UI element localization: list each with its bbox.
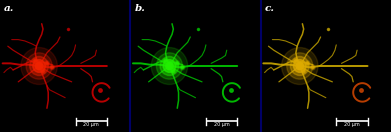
Text: b.: b. [134, 4, 145, 13]
Circle shape [180, 65, 185, 70]
Circle shape [42, 70, 44, 73]
Circle shape [33, 58, 38, 63]
Circle shape [306, 62, 309, 65]
Circle shape [151, 48, 188, 84]
Circle shape [156, 53, 183, 79]
Circle shape [282, 48, 318, 84]
Circle shape [21, 48, 57, 84]
Circle shape [30, 56, 48, 76]
Text: 20 μm: 20 μm [83, 122, 99, 127]
Circle shape [163, 60, 176, 72]
Circle shape [163, 58, 168, 63]
Circle shape [41, 69, 45, 74]
Circle shape [296, 62, 303, 70]
Circle shape [50, 65, 54, 70]
Circle shape [301, 69, 306, 74]
Circle shape [34, 59, 36, 62]
Circle shape [172, 70, 175, 73]
Text: a.: a. [4, 4, 14, 13]
Circle shape [51, 66, 54, 69]
Circle shape [312, 66, 314, 69]
Circle shape [45, 61, 49, 66]
Circle shape [305, 61, 310, 66]
Circle shape [171, 69, 176, 74]
Circle shape [160, 56, 179, 76]
Circle shape [291, 56, 309, 76]
Circle shape [26, 53, 52, 79]
Circle shape [294, 60, 306, 72]
Circle shape [294, 59, 297, 62]
Circle shape [166, 62, 173, 70]
Circle shape [33, 60, 45, 72]
Circle shape [164, 59, 167, 62]
Circle shape [287, 53, 313, 79]
Circle shape [46, 62, 48, 65]
Text: 20 μm: 20 μm [214, 122, 230, 127]
Circle shape [294, 58, 298, 63]
Circle shape [302, 70, 305, 73]
Circle shape [181, 66, 184, 69]
Circle shape [310, 65, 315, 70]
Text: c.: c. [265, 4, 274, 13]
Text: 20 μm: 20 μm [344, 122, 360, 127]
Circle shape [175, 61, 179, 66]
Circle shape [36, 62, 43, 70]
Circle shape [176, 62, 179, 65]
